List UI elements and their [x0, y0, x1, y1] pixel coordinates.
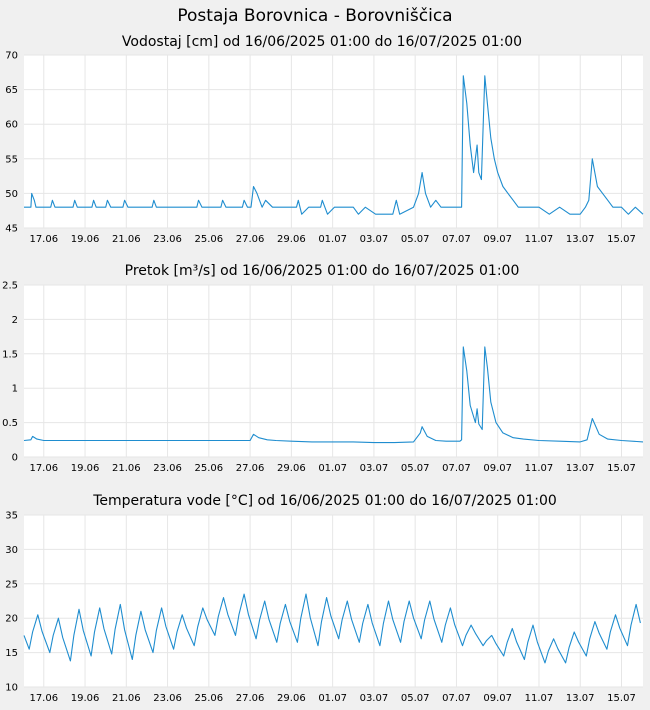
x-tick-label: 19.06	[71, 234, 100, 245]
y-tick-label: 55	[5, 154, 18, 165]
x-tick-label: 23.06	[153, 463, 182, 474]
x-tick-label: 23.06	[153, 234, 182, 245]
x-tick-label: 21.06	[112, 693, 141, 704]
x-tick-label: 05.07	[401, 693, 430, 704]
x-tick-label: 13.07	[566, 463, 595, 474]
series-line	[24, 75, 644, 215]
y-tick-label: 15	[5, 648, 18, 659]
y-tick-label: 50	[5, 189, 18, 200]
x-tick-label: 13.07	[566, 234, 595, 245]
chart-area-discharge: 0 0.5 1 1.5 2 2.5 17.06 19.06 21.06 23.06 25.06 27.…	[2, 281, 644, 474]
y-tick-label: 10	[5, 683, 18, 694]
y-tick-label: 35	[5, 511, 18, 522]
x-tick-label: 09.07	[483, 693, 512, 704]
x-tick-label: 21.06	[112, 463, 141, 474]
plot-background	[24, 515, 643, 687]
x-tick-label: 03.07	[360, 693, 389, 704]
y-tick-label: 2	[12, 315, 18, 326]
x-tick-label: 25.06	[195, 463, 224, 474]
x-tick-label: 13.07	[566, 693, 595, 704]
x-tick-label: 15.07	[607, 693, 636, 704]
y-tick-label: 25	[5, 579, 18, 590]
chart-discharge: Pretok [m³/s] od 16/06/2025 01:00 do 16/…	[2, 263, 644, 474]
x-tick-label: 15.07	[607, 463, 636, 474]
x-tick-label: 09.07	[483, 463, 512, 474]
chart-water-temperature: Temperatura vode [°C] od 16/06/2025 01:0…	[5, 493, 643, 704]
plot-background	[24, 55, 643, 228]
x-tick-label: 27.06	[236, 463, 265, 474]
chart-water-level: Vodostaj [cm] od 16/06/2025 01:00 do 16/…	[5, 34, 644, 245]
y-tick-label: 60	[5, 120, 18, 131]
series-line	[23, 346, 644, 444]
y-tick-label: 0	[12, 453, 18, 464]
page-title: Postaja Borovnica - Borovniščica	[177, 6, 452, 26]
x-tick-label: 17.06	[29, 234, 58, 245]
x-tick-label: 19.06	[71, 693, 100, 704]
x-tick-label: 21.06	[112, 234, 141, 245]
x-tick-label: 01.07	[318, 463, 347, 474]
x-tick-label: 11.07	[525, 234, 554, 245]
x-tick-label: 01.07	[318, 234, 347, 245]
plot-background	[24, 285, 643, 457]
x-tick-label: 07.07	[442, 463, 471, 474]
y-tick-label: 1.5	[2, 349, 18, 360]
x-tick-label: 29.06	[277, 234, 306, 245]
x-tick-label: 05.07	[401, 463, 430, 474]
x-tick-label: 17.06	[29, 693, 58, 704]
x-tick-label: 27.06	[236, 693, 265, 704]
y-tick-label: 20	[5, 614, 18, 625]
x-tick-label: 11.07	[525, 693, 554, 704]
x-tick-label: 17.06	[29, 463, 58, 474]
chart-area-water-level: 45 50 55 60 65 70 17.06 19.06 21.06 23.06 25.06 27.…	[5, 51, 644, 245]
x-tick-label: 03.07	[360, 463, 389, 474]
x-tick-label: 19.06	[71, 463, 100, 474]
y-tick-label: 2.5	[2, 281, 18, 292]
x-tick-label: 29.06	[277, 463, 306, 474]
x-tick-label: 25.06	[195, 693, 224, 704]
y-tick-label: 70	[5, 51, 18, 62]
series-line	[23, 593, 641, 664]
x-tick-label: 29.06	[277, 693, 306, 704]
y-tick-label: 45	[5, 224, 18, 235]
y-tick-label: 65	[5, 85, 18, 96]
x-tick-label: 25.06	[195, 234, 224, 245]
x-tick-label: 07.07	[442, 234, 471, 245]
x-tick-label: 09.07	[483, 234, 512, 245]
x-tick-label: 23.06	[153, 693, 182, 704]
x-tick-label: 27.06	[236, 234, 265, 245]
chart-title-discharge: Pretok [m³/s] od 16/06/2025 01:00 do 16/…	[125, 263, 520, 279]
x-tick-label: 15.07	[607, 234, 636, 245]
x-tick-label: 01.07	[318, 693, 347, 704]
x-tick-label: 03.07	[360, 234, 389, 245]
y-tick-label: 0.5	[2, 418, 18, 429]
y-tick-label: 30	[5, 545, 18, 556]
chart-title-water-level: Vodostaj [cm] od 16/06/2025 01:00 do 16/…	[122, 34, 522, 50]
y-tick-label: 1	[12, 384, 18, 395]
x-tick-label: 07.07	[442, 693, 471, 704]
x-tick-label: 11.07	[525, 463, 554, 474]
chart-title-water-temperature: Temperatura vode [°C] od 16/06/2025 01:0…	[92, 493, 557, 509]
chart-area-water-temperature: 10 15 20 25 30 35 17.06 19.06 21.06 23.06 25.06 27.…	[5, 511, 643, 704]
x-tick-label: 05.07	[401, 234, 430, 245]
